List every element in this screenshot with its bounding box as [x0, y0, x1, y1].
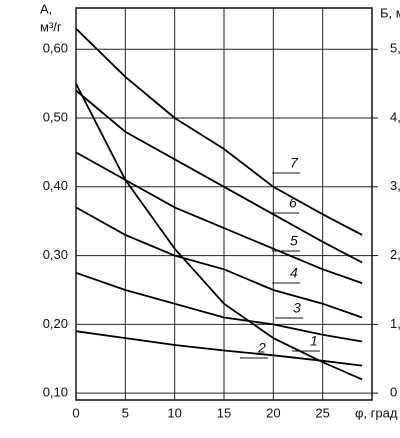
curve: [75, 330, 363, 367]
y-label: А,: [40, 1, 52, 16]
x-tick-label: 15: [217, 405, 231, 420]
y2-tick-label: 2,0: [390, 247, 400, 262]
y2-tick-label: 0: [390, 385, 397, 400]
x-tick-label: 5: [122, 405, 129, 420]
y-tick-label: 0,50: [43, 109, 68, 124]
curve: [75, 271, 363, 343]
x-label: φ, град: [355, 405, 398, 420]
y2-tick-label: 4,0: [390, 109, 400, 124]
legend-label: 4: [290, 265, 298, 281]
y2-label: Б, м: [380, 5, 400, 20]
legend-label: 7: [290, 155, 299, 171]
y-tick-label: 0,60: [43, 41, 68, 56]
y-tick-label: 0,40: [43, 178, 68, 193]
legend-label: 2: [257, 340, 266, 356]
x-tick-label: 20: [266, 405, 280, 420]
legend-label: 3: [293, 300, 301, 316]
y2-tick-label: 1,0: [390, 316, 400, 331]
y2-tick-label: 3,0: [390, 178, 400, 193]
y-tick-label: 0,20: [43, 316, 68, 331]
curve: [75, 89, 363, 264]
legend-label: 6: [289, 195, 297, 211]
y-label: м³/г: [40, 19, 62, 34]
curve: [75, 151, 363, 284]
legend-label: 1: [310, 333, 318, 349]
y-tick-label: 0,30: [43, 247, 68, 262]
curve: [75, 206, 363, 319]
y-tick-label: 0,10: [43, 385, 68, 400]
curve: [75, 27, 363, 236]
legend-label: 5: [290, 233, 298, 249]
x-tick-label: 0: [72, 405, 79, 420]
x-tick-label: 25: [315, 405, 329, 420]
x-tick-label: 10: [167, 405, 181, 420]
y2-tick-label: 5,0: [390, 41, 400, 56]
